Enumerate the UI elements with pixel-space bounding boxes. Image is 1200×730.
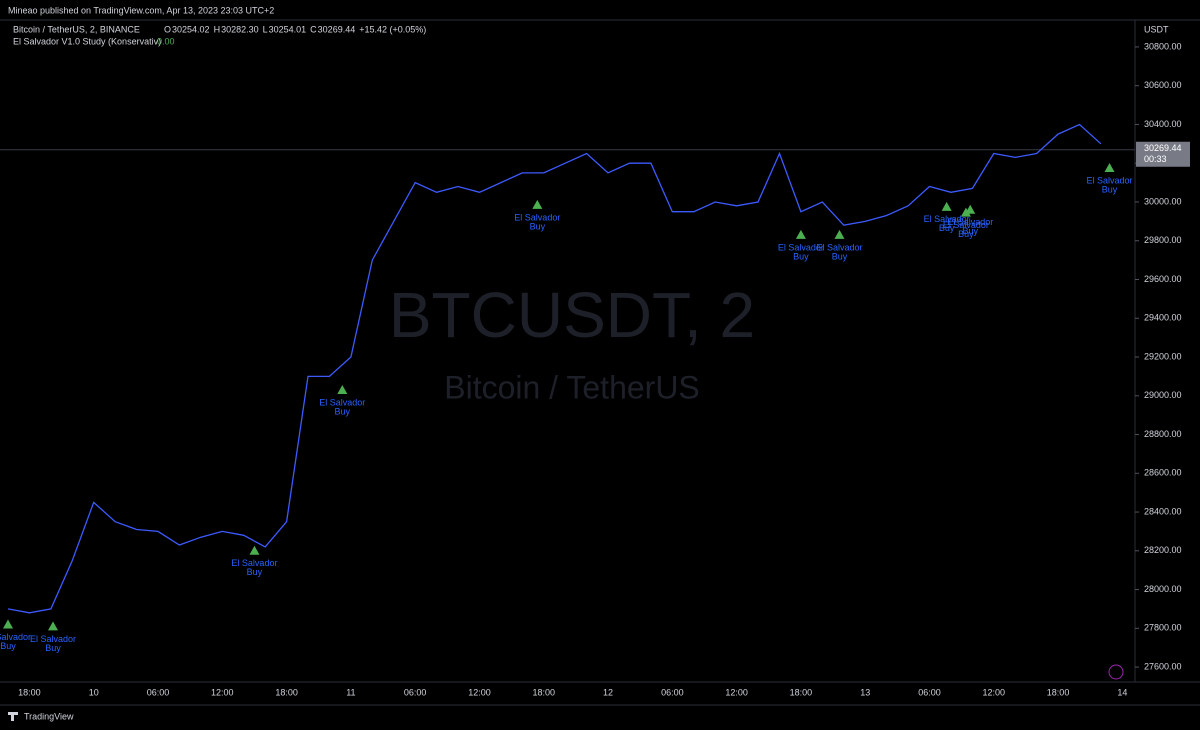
axis-unit: USDT: [1144, 24, 1169, 34]
y-tick-label: 28000.00: [1144, 584, 1182, 594]
buy-signal: [249, 545, 260, 555]
x-tick-label: 12:00: [211, 687, 234, 697]
ohlc-value: 30254.02: [172, 24, 210, 34]
buy-signal: [532, 199, 543, 209]
ohlc-key: O: [164, 24, 171, 34]
x-tick-label: 06:00: [147, 687, 170, 697]
x-tick-label: 18:00: [790, 687, 813, 697]
watermark-name: Bitcoin / TetherUS: [444, 369, 700, 405]
x-tick-label: 06:00: [661, 687, 684, 697]
ohlc-key: H: [214, 24, 221, 34]
change: +15.42 (+0.05%): [359, 24, 426, 34]
x-tick-label: 18:00: [18, 687, 41, 697]
y-tick-label: 29600.00: [1144, 274, 1182, 284]
x-tick-label: 12:00: [468, 687, 491, 697]
buy-signal: [941, 201, 952, 211]
x-tick-label: 06:00: [404, 687, 427, 697]
signal-label: Buy: [793, 251, 809, 261]
signal-label: Buy: [832, 251, 848, 261]
y-tick-label: 27600.00: [1144, 661, 1182, 671]
ohlc-value: 30282.30: [221, 24, 259, 34]
signal-label: El Salvador: [778, 242, 824, 252]
buy-signal: [48, 621, 59, 631]
symbol-name: Bitcoin / TetherUS, 2, BINANCE: [13, 24, 140, 34]
price-line: [7, 123, 1102, 614]
signal-label: El Salvador: [924, 214, 970, 224]
signal-label: El Salvador: [319, 397, 365, 407]
x-tick-label: 11: [346, 687, 355, 697]
y-tick-label: 28800.00: [1144, 429, 1182, 439]
x-tick-label: 13: [860, 687, 870, 697]
signal-label: Buy: [1102, 184, 1118, 194]
lightning-icon[interactable]: [1108, 664, 1124, 680]
ohlc-key: L: [263, 24, 268, 34]
ohlc-value: 30254.01: [269, 24, 307, 34]
y-tick-label: 28400.00: [1144, 506, 1182, 516]
ohlc-value: 30269.44: [318, 24, 356, 34]
signal-label: Buy: [962, 226, 978, 236]
y-tick-label: 29400.00: [1144, 313, 1182, 323]
x-tick-label: 18:00: [1047, 687, 1070, 697]
signal-label: El Salvador: [947, 217, 993, 227]
x-tick-label: 18:00: [532, 687, 555, 697]
signal-label: Buy: [530, 221, 546, 231]
y-tick-label: 28600.00: [1144, 468, 1182, 478]
signal-label: El Salvador: [30, 634, 76, 644]
signal-label: El Salvador: [1086, 175, 1132, 185]
y-tick-label: 30600.00: [1144, 80, 1182, 90]
price-tag-value: 30269.44: [1144, 143, 1182, 153]
y-tick-label: 29000.00: [1144, 390, 1182, 400]
y-tick-label: 30800.00: [1144, 41, 1182, 51]
x-tick-label: 12:00: [725, 687, 748, 697]
signal-label: El Salvador: [943, 220, 989, 230]
y-tick-label: 27800.00: [1144, 623, 1182, 633]
y-tick-label: 29200.00: [1144, 351, 1182, 361]
y-tick-label: 28200.00: [1144, 545, 1182, 555]
signal-label: Buy: [939, 223, 955, 233]
watermark-ticker: BTCUSDT, 2: [389, 279, 755, 351]
signal-label: Buy: [335, 406, 351, 416]
price-tag-countdown: 00:33: [1144, 154, 1167, 164]
signal-label: El Salvador: [0, 632, 31, 642]
y-tick-label: 30000.00: [1144, 196, 1182, 206]
logo: [8, 712, 18, 721]
signal-label: El Salvador: [514, 212, 560, 222]
y-tick-label: 30400.00: [1144, 119, 1182, 129]
signal-label: Buy: [0, 641, 16, 651]
x-tick-label: 06:00: [918, 687, 941, 697]
buy-signal: [965, 204, 976, 214]
x-tick-label: 14: [1117, 687, 1127, 697]
buy-signal: [3, 619, 13, 629]
publisher-line: Mineao published on TradingView.com, Apr…: [8, 5, 274, 15]
y-tick-label: 29800.00: [1144, 235, 1182, 245]
signal-label: Buy: [45, 643, 61, 653]
footer-brand: TradingView: [24, 711, 74, 721]
buy-signal: [834, 229, 845, 239]
buy-signal: [1104, 163, 1115, 173]
indicator-name: El Salvador V1.0 Study (Konservativ): [13, 36, 161, 46]
signal-label: El Salvador: [231, 558, 277, 568]
signal-label: Buy: [247, 567, 263, 577]
x-tick-label: 18:00: [275, 687, 298, 697]
indicator-value: 0.00: [157, 36, 175, 46]
signal-label: Buy: [958, 229, 974, 239]
x-tick-label: 12: [603, 687, 613, 697]
x-tick-label: 10: [89, 687, 99, 697]
signal-label: El Salvador: [816, 242, 862, 252]
buy-signal: [960, 207, 971, 217]
buy-signal: [337, 384, 348, 394]
ohlc-key: C: [310, 24, 317, 34]
x-tick-label: 12:00: [983, 687, 1006, 697]
price-tag: [1136, 141, 1190, 167]
buy-signal: [795, 229, 806, 239]
